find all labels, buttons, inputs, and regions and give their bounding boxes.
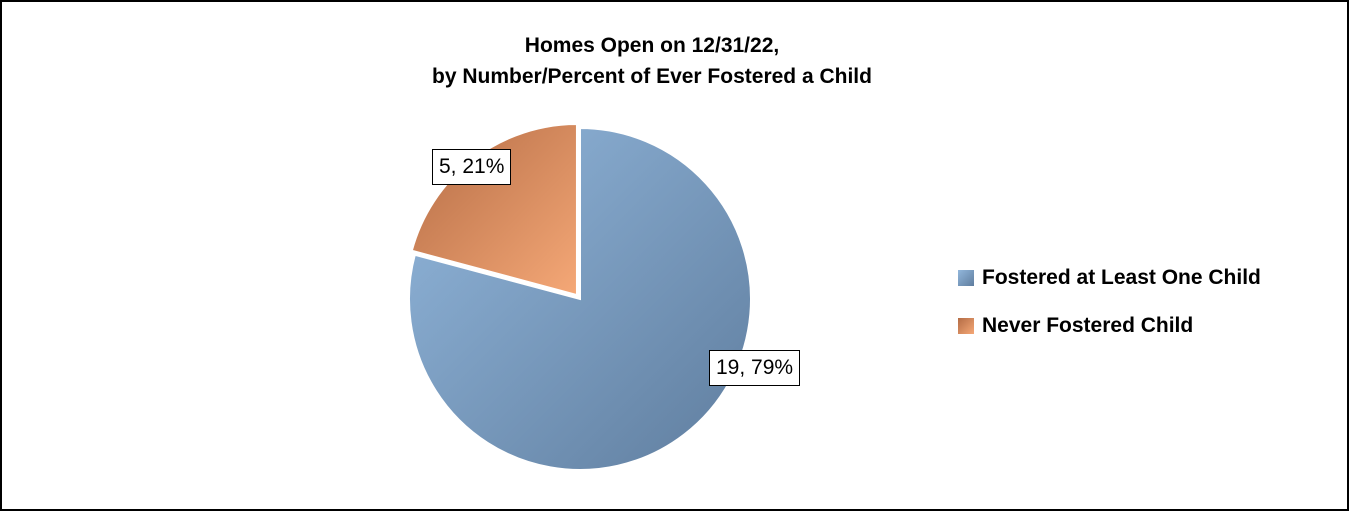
- data-label-fostered: 19, 79%: [709, 350, 801, 386]
- data-label-never-fostered: 5, 21%: [432, 149, 512, 185]
- chart-title-block: Homes Open on 12/31/22, by Number/Percen…: [2, 30, 1302, 92]
- chart-subtitle: by Number/Percent of Ever Fostered a Chi…: [432, 65, 872, 88]
- legend-item-fostered: Fostered at Least One Child: [958, 254, 1261, 302]
- legend-swatch-fostered: [958, 270, 974, 286]
- legend-label-fostered: Fostered at Least One Child: [982, 266, 1261, 289]
- legend-swatch-never-fostered: [958, 318, 974, 334]
- legend-item-never-fostered: Never Fostered Child: [958, 302, 1261, 350]
- chart-title: Homes Open on 12/31/22,: [524, 34, 780, 57]
- chart-legend: Fostered at Least One Child Never Foster…: [958, 254, 1261, 350]
- pie-slice-fostered: [408, 126, 752, 471]
- legend-label-never-fostered: Never Fostered Child: [982, 314, 1194, 337]
